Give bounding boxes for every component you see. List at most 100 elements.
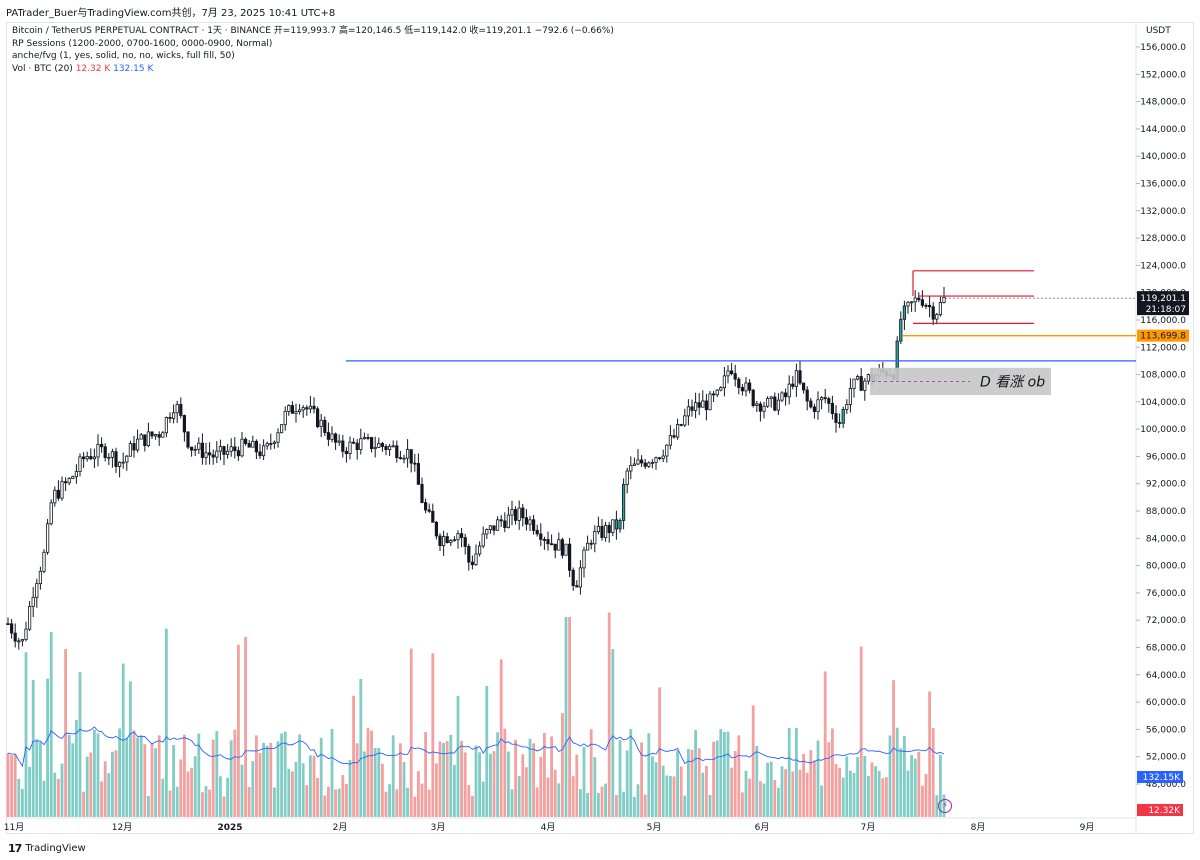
candle-body: [236, 450, 240, 457]
volume-bar: [730, 767, 733, 817]
candle-body: [233, 446, 237, 452]
candle-body: [74, 471, 78, 478]
price-tick-label: 68,000.0: [1146, 644, 1186, 654]
indicator-rp-sessions[interactable]: RP Sessions (1200-2000, 0700-1600, 0000-…: [12, 38, 273, 49]
volume-bar: [348, 760, 352, 817]
volume-bar: [60, 763, 64, 817]
candle-body: [722, 375, 727, 389]
price-tick-label: 144,000.0: [1140, 125, 1186, 135]
candle-body: [351, 441, 356, 444]
volume-bar: [723, 731, 726, 817]
candle-body: [413, 462, 417, 465]
vol-ma-tag[interactable]: [1137, 771, 1183, 783]
candle-body: [272, 441, 277, 444]
volume-bar: [719, 728, 723, 817]
volume-bar: [341, 775, 345, 817]
volume-bar: [532, 743, 535, 817]
candle-body: [589, 542, 593, 545]
volume-bar: [132, 730, 136, 817]
volume-bar: [175, 786, 179, 817]
candle-body: [308, 405, 313, 410]
candle-body: [276, 432, 280, 443]
brand-name: TradingView: [25, 843, 86, 854]
candle-body: [650, 461, 655, 464]
volume-bar: [895, 727, 899, 817]
candle-body: [546, 539, 550, 545]
orange-level-tag[interactable]: [1137, 329, 1189, 342]
candle-body: [668, 435, 673, 446]
candle-body: [495, 519, 500, 531]
volume-bar: [406, 787, 409, 817]
volume-bar: [334, 789, 337, 817]
candle-body: [431, 510, 435, 523]
candle-body: [67, 478, 71, 484]
volume-bar: [125, 737, 129, 817]
indicator-volume[interactable]: Vol · BTC (20) 12.32 K 132.15 K: [12, 63, 614, 76]
candle-body: [463, 537, 467, 547]
volume-bar: [165, 628, 168, 817]
volume-bar: [921, 785, 924, 817]
volume-bar: [611, 649, 615, 817]
volume-bar: [190, 767, 193, 817]
candle-body: [402, 457, 406, 460]
candle-body: [762, 405, 766, 412]
candle-body: [744, 382, 748, 392]
ob-zone-box[interactable]: [870, 367, 1051, 396]
vol-tag[interactable]: [1137, 804, 1183, 816]
volume-bar: [874, 766, 877, 817]
volume-bar: [478, 752, 481, 817]
candle-body: [928, 304, 932, 308]
currency-label[interactable]: USDT: [1146, 26, 1171, 36]
volume-bar: [201, 792, 204, 817]
volume-bar: [345, 783, 348, 817]
volume-bar: [233, 729, 237, 817]
candle-body: [683, 415, 687, 426]
candle-body: [337, 440, 341, 443]
candle-body: [409, 449, 413, 464]
volume-bar: [579, 789, 582, 817]
indicator-fvg[interactable]: anche/fvg (1, yes, solid, no, no, wicks,…: [12, 51, 235, 61]
volume-bar: [762, 783, 766, 817]
candle-body: [514, 509, 518, 521]
volume-bar: [323, 795, 327, 817]
volume-bar: [507, 751, 510, 817]
candle-body: [625, 470, 629, 485]
lightning-icon[interactable]: ⚡: [938, 799, 952, 813]
volume-bar: [888, 735, 892, 817]
volume-bar: [28, 766, 31, 817]
last-price-tag[interactable]: [1137, 291, 1189, 316]
volume-bar: [705, 766, 708, 817]
candle-body: [423, 502, 428, 511]
candle-body: [420, 483, 424, 503]
volume-bar: [589, 729, 593, 817]
volume-bar: [46, 678, 49, 817]
candle-body: [193, 448, 197, 451]
volume-bar: [924, 774, 928, 817]
candle-body: [211, 454, 215, 458]
candle-body: [510, 509, 514, 516]
candle-body: [816, 399, 820, 412]
candle-body: [168, 417, 172, 419]
volume-bar: [755, 746, 759, 817]
candle-body: [82, 456, 86, 460]
volume-bar: [305, 785, 309, 817]
candle-body: [251, 440, 255, 448]
candle-body: [56, 489, 61, 499]
volume-bar: [111, 751, 114, 817]
candle-body: [391, 445, 395, 448]
volume-bar: [395, 789, 399, 817]
candle-body: [931, 306, 935, 320]
volume-bar: [226, 777, 229, 817]
symbol-line[interactable]: Bitcoin / TetherUS PERPETUAL CONTRACT · …: [12, 26, 614, 36]
tradingview-logo-icon: 17: [8, 842, 22, 855]
price-tick-label: 156,000.0: [1140, 43, 1186, 53]
candle-body: [150, 431, 154, 437]
volume-bar: [31, 680, 35, 817]
volume-bar: [863, 755, 867, 817]
volume-bar: [42, 780, 46, 817]
volume-bar: [629, 729, 633, 817]
volume-bar: [885, 777, 888, 817]
candle-body: [71, 476, 75, 479]
volume-bar: [283, 731, 287, 817]
